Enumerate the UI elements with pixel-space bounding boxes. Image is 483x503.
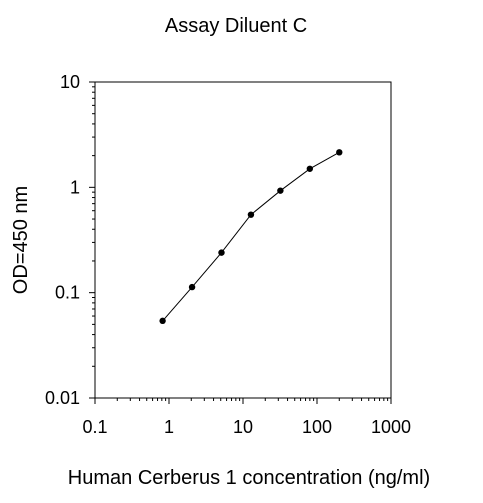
x-axis-label: Human Cerberus 1 concentration (ng/ml) — [68, 467, 430, 489]
plot-frame — [94, 81, 392, 399]
data-point — [306, 165, 314, 172]
x-tick-label: 1000 — [371, 417, 411, 437]
y-tick-label: 0.1 — [55, 283, 80, 303]
y-tick-label: 1 — [70, 177, 80, 197]
data-point — [247, 211, 255, 218]
chart-title: Assay Diluent C — [165, 15, 307, 37]
x-tick-label: 1 — [164, 417, 174, 437]
series-line — [162, 151, 340, 322]
y-axis: 10 1 0.1 0.01 — [45, 72, 95, 408]
y-tick-label: 10 — [60, 72, 80, 92]
data-point — [277, 187, 284, 194]
data-point — [188, 283, 196, 291]
x-tick-label: 100 — [302, 417, 332, 437]
x-tick-label: 10 — [233, 417, 253, 437]
x-axis: 0.1 1 10 100 1000 — [82, 398, 411, 437]
data-point — [336, 149, 343, 156]
data-point — [159, 317, 166, 325]
x-tick-label: 0.1 — [82, 417, 107, 437]
y-tick-label: 0.01 — [45, 388, 80, 408]
y-axis-label: OD=450 nm — [10, 186, 32, 294]
data-point — [218, 249, 225, 256]
series-layer — [159, 149, 343, 325]
